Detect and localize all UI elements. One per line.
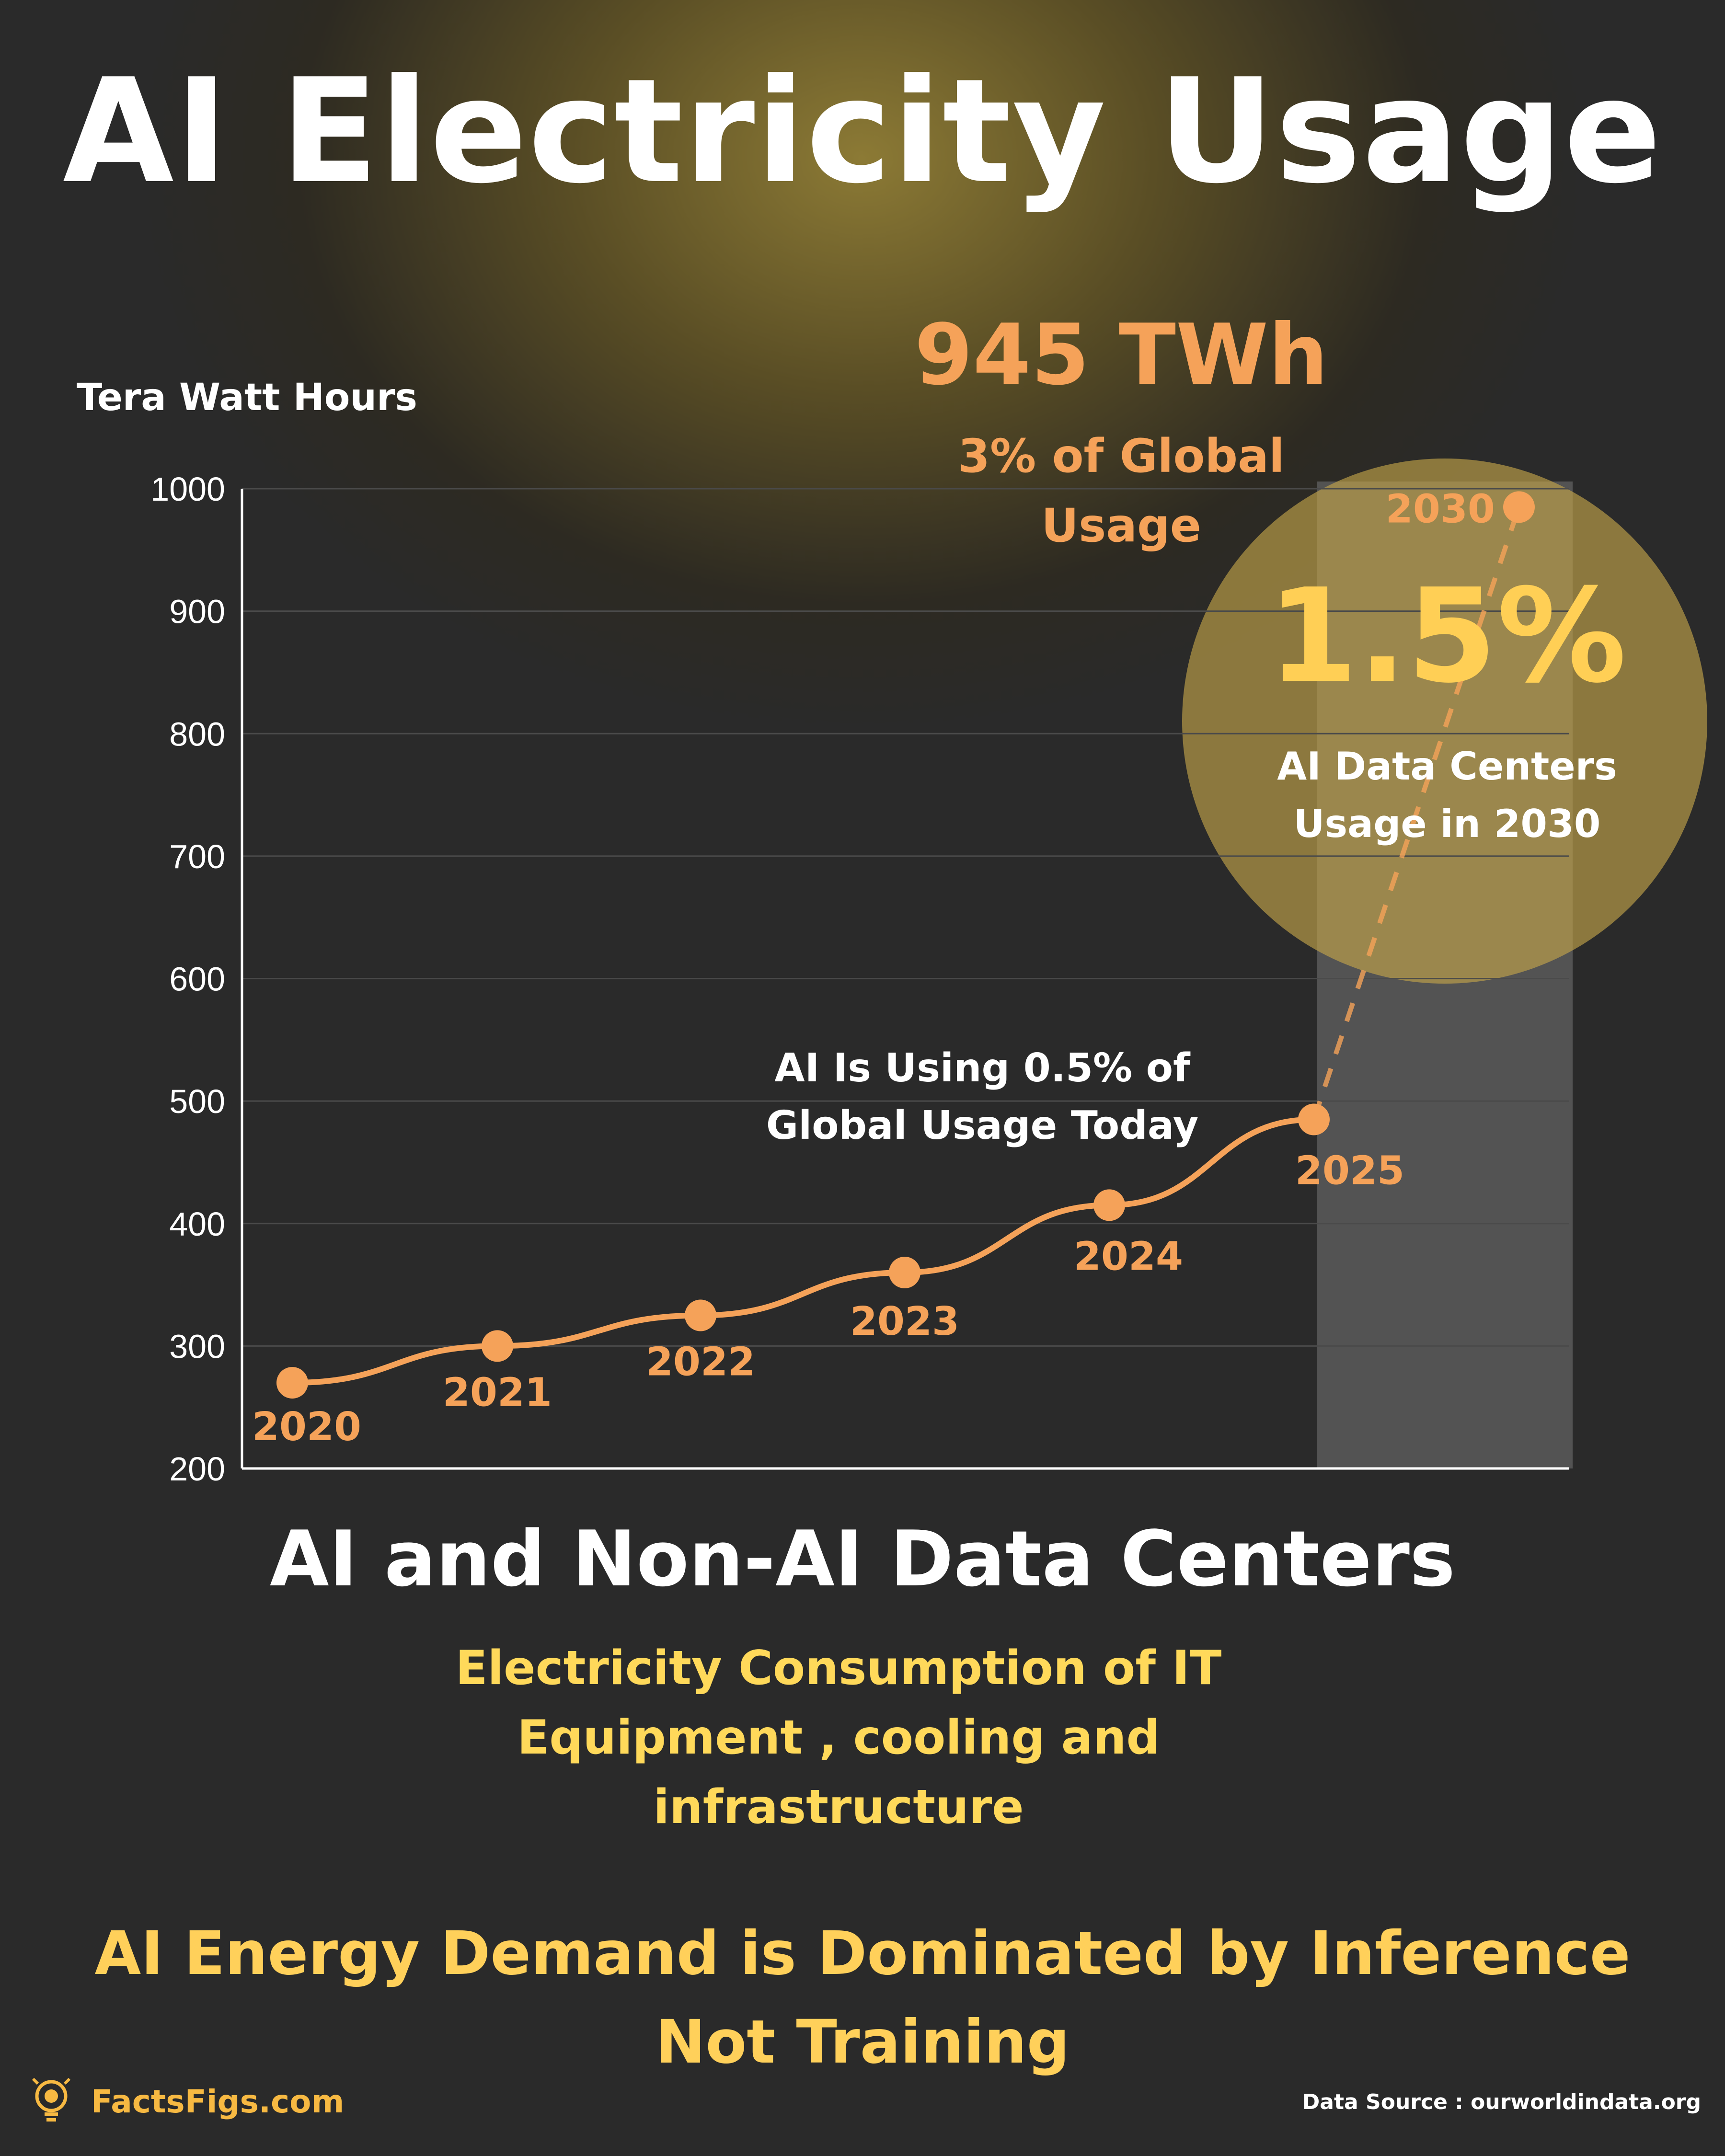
annotation-line1: AI Is Using 0.5% of (774, 1045, 1190, 1091)
data-point (1503, 491, 1535, 523)
y-tick-label: 1000 (150, 470, 225, 508)
headline-line2: Not Training (655, 2007, 1070, 2077)
highlight-circle (1182, 459, 1707, 984)
projection-line (1311, 506, 1521, 1121)
y-tick-label: 500 (169, 1083, 225, 1120)
section-desc-line2: Equipment , cooling and (517, 1710, 1160, 1765)
data-point (1298, 1103, 1330, 1135)
data-point (276, 1367, 308, 1399)
circle-label: AI Data Centers Usage in 2030 (1246, 738, 1648, 853)
circle-label-line1: AI Data Centers (1277, 744, 1617, 789)
point-label: 2024 (1074, 1234, 1183, 1279)
page-title: AI Electricity Usage (62, 48, 1663, 215)
brand-name[interactable]: FactsFigs.com (91, 2083, 345, 2120)
y-tick-label: 400 (169, 1205, 225, 1243)
y-tick-label: 300 (169, 1328, 225, 1365)
point-label: 2030 (1386, 486, 1495, 532)
headline: AI Energy Demand is Dominated by Inferen… (0, 1909, 1725, 2087)
point-label: 2025 (1295, 1148, 1404, 1193)
callout-subtext: 3% of Global Usage (906, 422, 1337, 561)
data-source: Data Source : ourworldindata.org (1302, 2090, 1701, 2114)
y-tick-label: 200 (169, 1450, 225, 1488)
data-point (889, 1257, 920, 1288)
section-description: Electricity Consumption of IT Equipment … (431, 1634, 1246, 1842)
callout-sub-line2: Usage (1041, 499, 1201, 552)
y-tick-label: 900 (169, 593, 225, 631)
data-point (482, 1330, 513, 1362)
data-point (1093, 1189, 1125, 1221)
y-tick-label: 800 (169, 715, 225, 753)
circle-percentage: 1.5% (1267, 561, 1627, 711)
point-label: 2023 (850, 1299, 959, 1344)
y-tick-label: 600 (169, 961, 225, 998)
callout-sub-line1: 3% of Global (958, 429, 1285, 483)
section-desc-line1: Electricity Consumption of IT (455, 1641, 1222, 1696)
section-title: AI and Non-AI Data Centers (269, 1514, 1456, 1604)
callout-value: 945 TWh (914, 307, 1328, 404)
section-desc-line3: infrastructure (653, 1780, 1024, 1835)
y-tick-label: 700 (169, 838, 225, 875)
bulb-icon (32, 2077, 71, 2122)
point-label: 2021 (443, 1370, 552, 1415)
y-axis-title: Tera Watt Hours (77, 376, 417, 419)
point-label: 2022 (646, 1339, 755, 1385)
series-line (289, 1116, 1317, 1386)
annotation-today: AI Is Using 0.5% of Global Usage Today (695, 1040, 1270, 1155)
annotation-line2: Global Usage Today (766, 1103, 1199, 1148)
headline-line1: AI Energy Demand is Dominated by Inferen… (94, 1919, 1631, 1988)
circle-label-line2: Usage in 2030 (1293, 802, 1601, 846)
point-label: 2020 (252, 1404, 361, 1450)
data-point (685, 1299, 716, 1331)
